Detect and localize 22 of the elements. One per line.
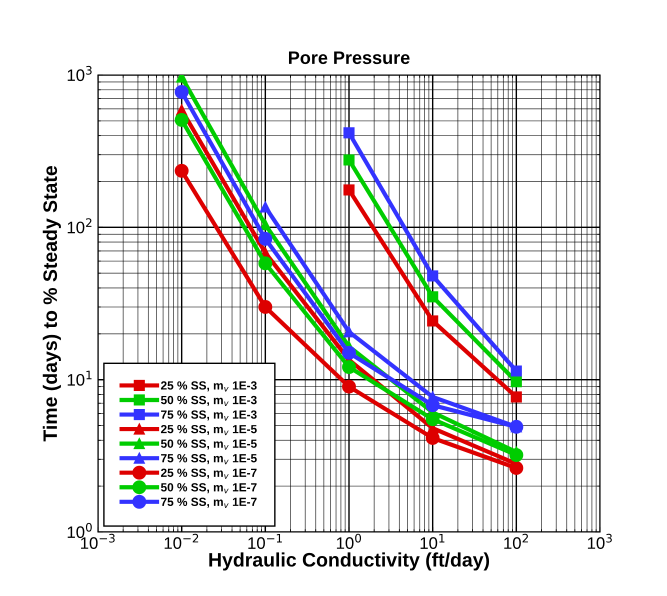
legend-label: 25 % SS, m$_{v}$ 1E-7 [160,468,257,479]
legend-label: 75 % SS, m$_{v}$ 1E-3 [161,410,257,421]
x-axis-title: Hydraulic Conductivity (ft/day) [209,552,490,571]
x-tick-label: 10$^{−1}$ [248,534,282,549]
y-tick-label: 10$^{3}$ [68,66,92,82]
y-tick-label: 10$^{2}$ [68,218,92,234]
x-tick-label: 10$^{0}$ [336,534,362,549]
y-axis-title: Time (days) to % Steady State [42,166,61,442]
legend-label: 50 % SS, m$_{v}$ 1E-3 [160,396,257,406]
legend-label: 50 % SS, m$_{v}$ 1E-7 [160,483,257,494]
legend-label: 75 % SS, m$_{v}$ 1E-5 [161,454,257,464]
x-tick-label: 10$^{2}$ [504,534,528,549]
x-tick-label: 10$^{3}$ [588,534,612,549]
y-tick-label: 10$^{1}$ [68,370,92,386]
legend-label: 75 % SS, m$_{v}$ 1E-7 [161,498,257,508]
legend-label: 50 % SS, m$_{v}$ 1E-5 [160,439,257,450]
legend-label: 25 % SS, m$_{v}$ 1E-3 [160,381,257,392]
chart-title: Pore Pressure [288,51,410,64]
x-tick-label: 10$^{−2}$ [164,534,198,549]
x-tick-label: 10$^{1}$ [420,534,444,549]
y-tick-label: 10$^{0}$ [68,522,92,538]
legend-label: 25 % SS, m$_{v}$ 1E-5 [160,424,257,436]
